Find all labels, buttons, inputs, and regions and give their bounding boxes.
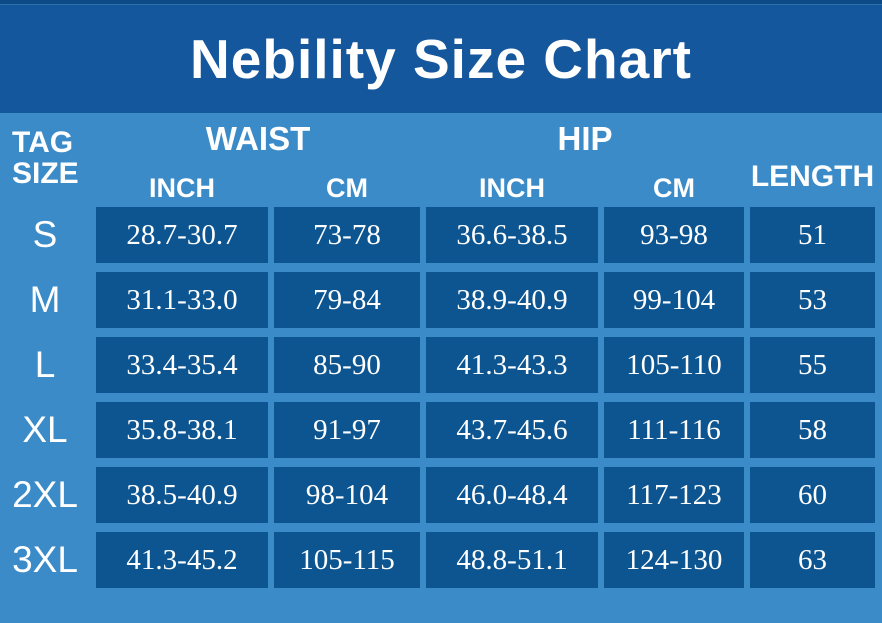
size-tag-label: M xyxy=(29,279,61,320)
hip-cm-cell: 99-104 xyxy=(604,272,744,328)
waist-cm-cell: 105-115 xyxy=(274,532,420,588)
length-cell: 58 xyxy=(750,402,875,458)
waist-inch-cell: 33.4-35.4 xyxy=(96,337,268,393)
hip-inch-cell: 46.0-48.4 xyxy=(426,467,598,523)
size-tag-label: 3XL xyxy=(12,539,78,580)
hip-cm-cell: 124-130 xyxy=(604,532,744,588)
hip-header: HIP xyxy=(557,120,613,157)
size-tag-label: 2XL xyxy=(12,474,78,515)
length-cell: 53 xyxy=(750,272,875,328)
waist-cm-cell: 79-84 xyxy=(274,272,420,328)
hip-header-group: HIP INCH CM xyxy=(426,113,744,205)
hip-inch-cell: 36.6-38.5 xyxy=(426,207,598,263)
banner-top-strip xyxy=(0,0,882,5)
hip-cm-cell: 111-116 xyxy=(604,402,744,458)
hip-cm-cell: 93-98 xyxy=(604,207,744,263)
table-row: 2XL 38.5-40.9 98-104 46.0-48.4 117-123 6… xyxy=(0,467,882,523)
waist-inch-header: INCH xyxy=(149,173,215,203)
size-tag-label: XL xyxy=(22,409,68,450)
waist-inch-cell: 35.8-38.1 xyxy=(96,402,268,458)
waist-cm-header: CM xyxy=(326,173,368,203)
hip-inch-header: INCH xyxy=(479,173,545,203)
table-row: S 28.7-30.7 73-78 36.6-38.5 93-98 51 xyxy=(0,207,882,263)
size-tag-label: L xyxy=(34,344,56,385)
table-rows: S 28.7-30.7 73-78 36.6-38.5 93-98 51 M 3… xyxy=(0,207,882,588)
waist-cm-cell: 73-78 xyxy=(274,207,420,263)
hip-inch-cell: 41.3-43.3 xyxy=(426,337,598,393)
size-tag-label: S xyxy=(32,214,58,255)
length-header: LENGTH xyxy=(750,160,875,193)
table-row: M 31.1-33.0 79-84 38.9-40.9 99-104 53 xyxy=(0,272,882,328)
waist-inch-cell: 41.3-45.2 xyxy=(96,532,268,588)
waist-inch-cell: 38.5-40.9 xyxy=(96,467,268,523)
hip-cm-cell: 105-110 xyxy=(604,337,744,393)
size-chart: Nebility Size Chart TAG SIZE WAIST INCH … xyxy=(0,0,882,588)
page-title: Nebility Size Chart xyxy=(190,28,692,90)
waist-header: WAIST xyxy=(205,120,311,157)
waist-cm-cell: 98-104 xyxy=(274,467,420,523)
hip-inch-cell: 48.8-51.1 xyxy=(426,532,598,588)
table-row: 3XL 41.3-45.2 105-115 48.8-51.1 124-130 … xyxy=(0,532,882,588)
hip-cm-cell: 117-123 xyxy=(604,467,744,523)
table-header: TAG SIZE WAIST INCH CM HIP INCH CM LENGT… xyxy=(0,113,882,205)
length-cell: 51 xyxy=(750,207,875,263)
hip-inch-cell: 38.9-40.9 xyxy=(426,272,598,328)
length-cell: 55 xyxy=(750,337,875,393)
waist-cm-cell: 91-97 xyxy=(274,402,420,458)
waist-inch-cell: 28.7-30.7 xyxy=(96,207,268,263)
hip-cm-header: CM xyxy=(653,173,695,203)
table-row: XL 35.8-38.1 91-97 43.7-45.6 111-116 58 xyxy=(0,402,882,458)
waist-cm-cell: 85-90 xyxy=(274,337,420,393)
table-row: L 33.4-35.4 85-90 41.3-43.3 105-110 55 xyxy=(0,337,882,393)
waist-header-group: WAIST INCH CM xyxy=(96,113,420,205)
waist-inch-cell: 31.1-33.0 xyxy=(96,272,268,328)
length-cell: 63 xyxy=(750,532,875,588)
hip-inch-cell: 43.7-45.6 xyxy=(426,402,598,458)
title-banner: Nebility Size Chart xyxy=(0,0,882,113)
length-cell: 60 xyxy=(750,467,875,523)
tag-size-header: TAG SIZE xyxy=(12,126,79,190)
